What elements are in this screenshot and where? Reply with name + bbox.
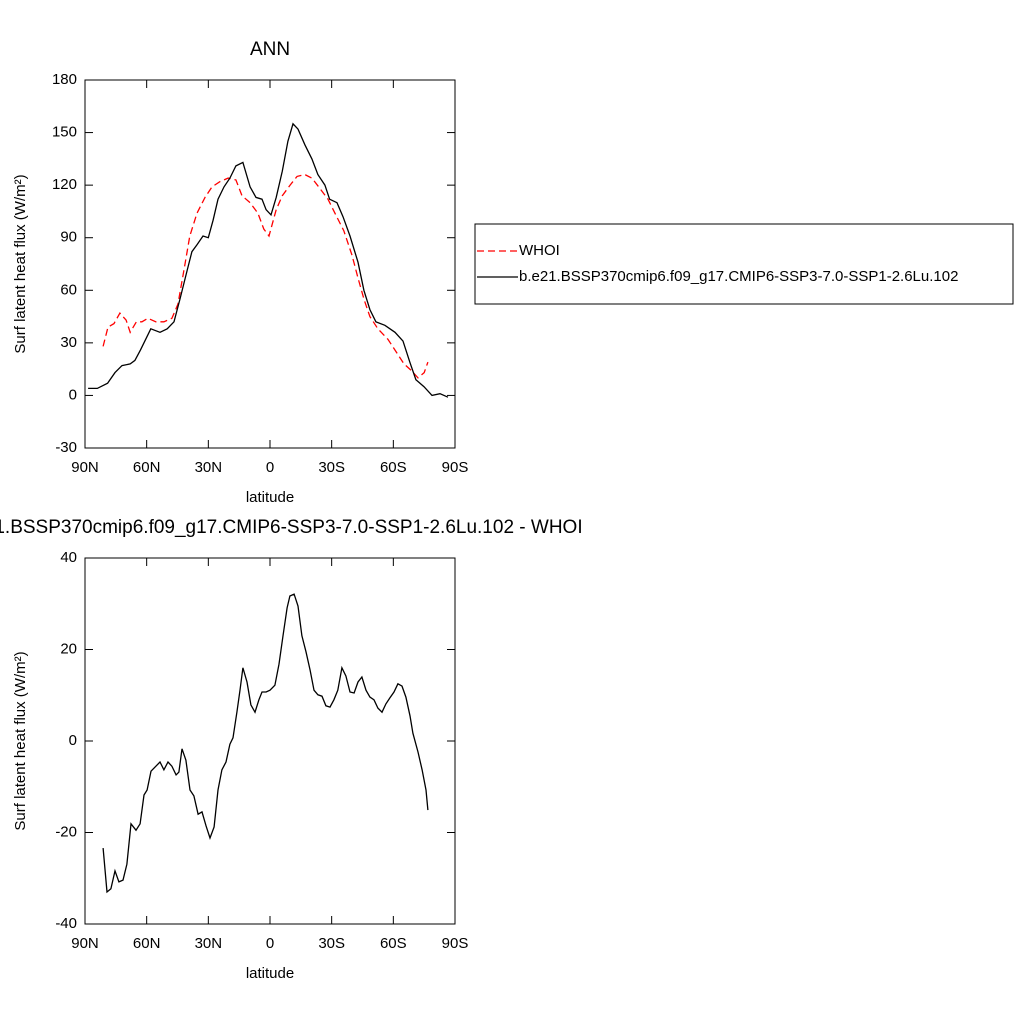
x-tick-label: 30S xyxy=(318,935,345,952)
legend-label: WHOI xyxy=(519,242,560,259)
data-line xyxy=(88,122,449,398)
x-tick-label: 60S xyxy=(380,935,407,952)
x-axis-label: latitude xyxy=(246,489,294,506)
y-tick-label: -40 xyxy=(55,915,77,932)
y-axis-label: Surf latent heat flux (W/m²) xyxy=(12,174,29,353)
y-tick-label: 90 xyxy=(60,229,77,246)
x-tick-label: 60S xyxy=(380,459,407,476)
y-tick-label: 40 xyxy=(60,549,77,566)
x-tick-label: 60N xyxy=(133,459,161,476)
chart-title: b.e21.BSSP370cmip6.f09_g17.CMIP6-SSP3-7.… xyxy=(0,517,583,538)
x-tick-label: 90N xyxy=(71,935,99,952)
y-tick-label: 0 xyxy=(69,386,77,403)
x-axis-label: latitude xyxy=(246,965,294,982)
plot-frame xyxy=(84,79,456,449)
x-tick-label: 0 xyxy=(266,935,274,952)
y-tick-label: 20 xyxy=(60,640,77,657)
y-tick-label: 150 xyxy=(52,124,77,141)
x-tick-label: 90N xyxy=(71,459,99,476)
y-tick-label: 180 xyxy=(52,71,77,88)
legend-box xyxy=(474,223,1014,305)
x-tick-label: 30N xyxy=(195,935,223,952)
chart-title: ANN xyxy=(250,39,290,60)
x-tick-label: 0 xyxy=(266,459,274,476)
x-tick-label: 30N xyxy=(195,459,223,476)
x-tick-label: 90S xyxy=(442,459,469,476)
x-tick-label: 60N xyxy=(133,935,161,952)
y-tick-label: -30 xyxy=(55,439,77,456)
y-tick-label: 0 xyxy=(69,732,77,749)
y-axis-label: Surf latent heat flux (W/m²) xyxy=(12,651,29,830)
y-tick-label: -20 xyxy=(55,823,77,840)
x-tick-label: 90S xyxy=(442,935,469,952)
x-tick-label: 30S xyxy=(318,459,345,476)
legend-label: b.e21.BSSP370cmip6.f09_g17.CMIP6-SSP3-7.… xyxy=(519,268,958,285)
data-line xyxy=(102,593,429,894)
y-tick-label: 120 xyxy=(52,176,77,193)
data-line xyxy=(102,173,429,379)
y-tick-label: 60 xyxy=(60,281,77,298)
plot-frame xyxy=(84,557,456,925)
y-tick-label: 30 xyxy=(60,334,77,351)
